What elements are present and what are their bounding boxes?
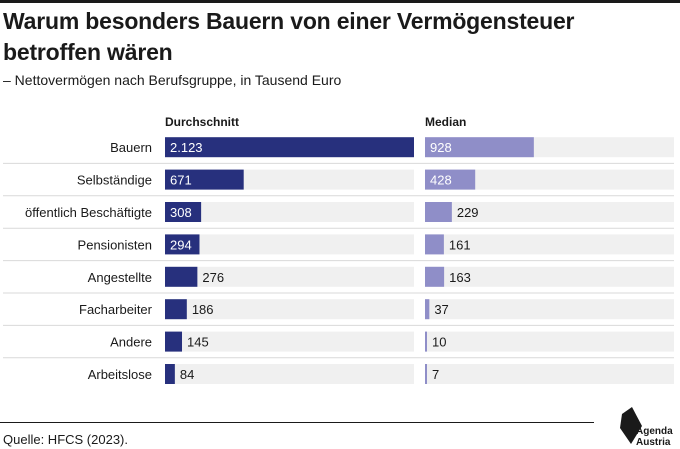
chart-title: Warum besonders Bauern von einer Vermöge… (3, 8, 575, 65)
median-bar (425, 137, 534, 158)
logo-text-agenda: Agenda (636, 426, 673, 437)
median-value-label: 928 (430, 140, 452, 155)
category-label: öffentlich Beschäftigte (25, 205, 152, 220)
average-value-label: 671 (170, 173, 192, 188)
average-track (165, 266, 414, 287)
median-bar (425, 266, 445, 287)
median-bar (425, 331, 427, 352)
median-value-label: 229 (457, 205, 479, 220)
average-value-label: 308 (170, 205, 192, 220)
average-track (165, 299, 414, 320)
category-label: Arbeitslose (88, 367, 152, 382)
median-column-header: Median (425, 115, 467, 129)
median-value-label: 10 (432, 335, 446, 350)
average-track (165, 202, 414, 222)
median-value-label: 161 (449, 237, 471, 252)
average-bar (165, 202, 202, 222)
median-track (425, 331, 674, 352)
average-bar (165, 234, 200, 255)
median-bar (425, 364, 427, 384)
category-label: Pensionisten (78, 237, 152, 252)
median-track (425, 266, 674, 287)
median-track (425, 202, 674, 222)
median-value-label: 37 (434, 302, 448, 317)
average-bar (165, 331, 183, 352)
chart-subtitle: – Nettovermögen nach Berufsgruppe, in Ta… (3, 72, 342, 88)
average-bar (165, 169, 244, 190)
footer-rule (0, 422, 594, 423)
average-value-label: 294 (170, 237, 192, 252)
average-bar (165, 299, 187, 320)
category-label: Angestellte (88, 270, 152, 285)
average-track (165, 364, 414, 384)
average-value-label: 145 (187, 335, 209, 350)
average-bar (165, 137, 414, 158)
category-label: Facharbeiter (79, 302, 153, 317)
average-track (165, 234, 414, 255)
source-note: Quelle: HFCS (2023). (3, 432, 128, 447)
median-bar (425, 234, 444, 255)
logo-text-austria: Austria (636, 437, 671, 448)
average-value-label: 276 (202, 270, 224, 285)
top-rule (0, 0, 680, 3)
average-value-label: 84 (180, 367, 194, 382)
median-track (425, 169, 674, 190)
average-value-label: 186 (192, 302, 214, 317)
median-track (425, 364, 674, 384)
average-column-header: Durchschnitt (165, 115, 240, 129)
median-value-label: 163 (449, 270, 471, 285)
median-bar (425, 202, 452, 222)
category-label: Andere (110, 335, 152, 350)
median-value-label: 7 (432, 367, 439, 382)
median-track (425, 234, 674, 255)
average-bar (165, 266, 198, 287)
median-value-label: 428 (430, 173, 452, 188)
category-label: Selbständige (77, 173, 152, 188)
median-track (425, 299, 674, 320)
median-bar (425, 169, 476, 190)
category-label: Bauern (110, 140, 152, 155)
average-track (165, 331, 414, 352)
average-bar (165, 364, 175, 384)
median-bar (425, 299, 430, 320)
average-value-label: 2.123 (170, 140, 203, 155)
agenda-austria-logo (620, 407, 642, 444)
